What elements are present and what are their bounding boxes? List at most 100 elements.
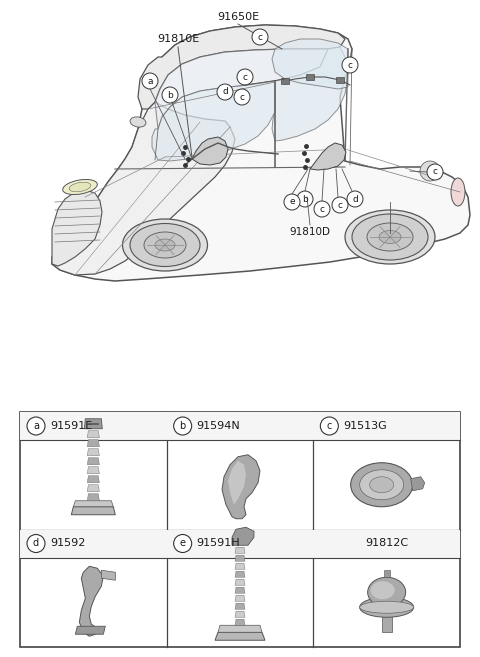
Polygon shape [87, 431, 99, 438]
Text: d: d [33, 539, 39, 549]
Bar [281, 78, 289, 84]
Text: 91591H: 91591H [197, 539, 240, 549]
Text: 91594N: 91594N [197, 421, 240, 431]
Ellipse shape [379, 231, 401, 244]
Polygon shape [155, 49, 328, 129]
Text: b: b [167, 91, 173, 99]
Text: 91810D: 91810D [289, 227, 331, 237]
Polygon shape [235, 579, 245, 585]
Bar [20, 412, 167, 440]
Polygon shape [87, 485, 99, 491]
Polygon shape [138, 25, 345, 109]
Polygon shape [235, 555, 245, 561]
Text: 91513G: 91513G [343, 421, 387, 431]
Text: c: c [432, 168, 437, 177]
Polygon shape [52, 25, 470, 281]
Text: 91810E: 91810E [157, 34, 199, 44]
Polygon shape [382, 612, 392, 632]
Text: e: e [289, 198, 295, 206]
Polygon shape [84, 419, 102, 429]
Text: c: c [348, 60, 352, 70]
Text: c: c [257, 32, 263, 41]
Text: c: c [337, 200, 343, 210]
Text: 91592: 91592 [50, 539, 85, 549]
Text: c: c [240, 93, 244, 101]
Polygon shape [222, 455, 260, 519]
Ellipse shape [69, 182, 91, 192]
Ellipse shape [360, 470, 404, 500]
Polygon shape [52, 102, 235, 275]
Circle shape [27, 417, 45, 435]
Polygon shape [73, 501, 113, 507]
Text: b: b [302, 194, 308, 204]
Ellipse shape [360, 597, 414, 617]
Circle shape [217, 84, 233, 100]
Circle shape [162, 87, 178, 103]
Text: c: c [242, 72, 248, 81]
Text: 91812C: 91812C [365, 539, 408, 549]
Ellipse shape [352, 214, 428, 260]
Polygon shape [52, 190, 102, 266]
Text: b: b [180, 421, 186, 431]
Bar [167, 412, 313, 440]
Polygon shape [87, 476, 99, 483]
Bar [336, 77, 344, 83]
Polygon shape [235, 620, 245, 625]
Polygon shape [272, 39, 348, 89]
Polygon shape [192, 137, 228, 165]
Polygon shape [87, 449, 99, 456]
Polygon shape [228, 461, 246, 505]
Bar [313, 530, 460, 558]
Polygon shape [272, 47, 348, 141]
Circle shape [342, 57, 358, 73]
Polygon shape [218, 625, 262, 632]
Text: c: c [327, 421, 332, 431]
Circle shape [284, 194, 300, 210]
Circle shape [174, 417, 192, 435]
Text: 91650E: 91650E [217, 12, 259, 22]
Text: a: a [33, 421, 39, 431]
Text: 91591E: 91591E [50, 421, 92, 431]
Polygon shape [72, 507, 115, 514]
Circle shape [234, 89, 250, 105]
Bar [313, 412, 460, 440]
Ellipse shape [351, 463, 413, 507]
Circle shape [297, 191, 313, 207]
Text: d: d [222, 87, 228, 97]
Circle shape [347, 191, 363, 207]
Ellipse shape [451, 178, 465, 206]
Ellipse shape [371, 581, 395, 599]
Text: e: e [180, 539, 186, 549]
Polygon shape [411, 477, 425, 491]
Text: a: a [147, 76, 153, 85]
Polygon shape [232, 528, 254, 545]
Polygon shape [87, 440, 99, 447]
Polygon shape [235, 547, 245, 553]
Polygon shape [75, 626, 105, 634]
Ellipse shape [130, 117, 146, 127]
Ellipse shape [370, 477, 394, 493]
Circle shape [174, 535, 192, 553]
Polygon shape [152, 81, 275, 161]
Polygon shape [235, 563, 245, 569]
Circle shape [252, 29, 268, 45]
Polygon shape [101, 570, 115, 580]
Polygon shape [87, 466, 99, 474]
Bar [20, 412, 460, 647]
Ellipse shape [144, 232, 186, 258]
Circle shape [320, 417, 338, 435]
Polygon shape [87, 494, 99, 501]
Text: c: c [320, 204, 324, 214]
Polygon shape [310, 143, 346, 170]
Ellipse shape [63, 179, 97, 194]
Circle shape [27, 535, 45, 553]
Circle shape [314, 201, 330, 217]
Ellipse shape [155, 239, 175, 251]
Ellipse shape [360, 601, 414, 613]
Ellipse shape [367, 223, 413, 251]
Polygon shape [87, 458, 99, 464]
Polygon shape [235, 611, 245, 617]
Polygon shape [235, 571, 245, 578]
Polygon shape [79, 566, 103, 636]
Circle shape [237, 69, 253, 85]
